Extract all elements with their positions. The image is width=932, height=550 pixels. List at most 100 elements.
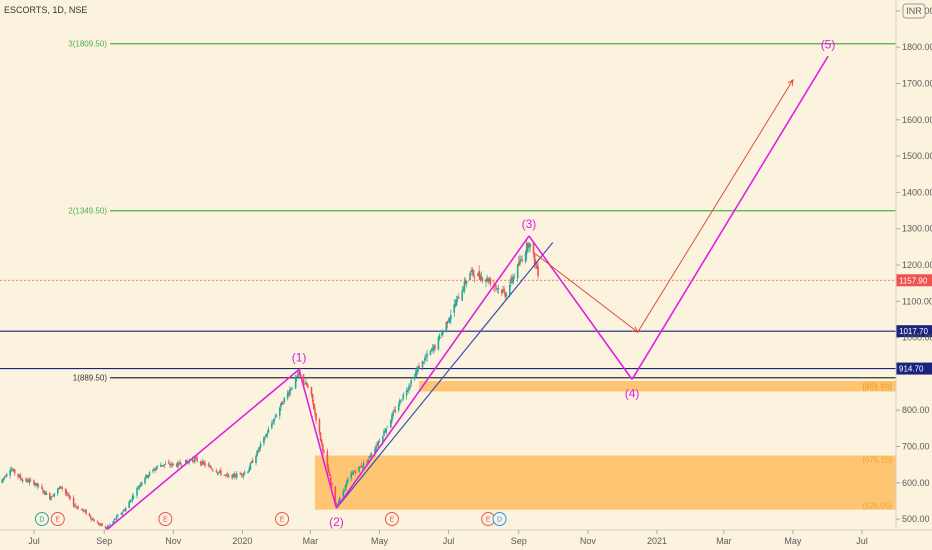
candle-body xyxy=(155,467,158,470)
candle-body xyxy=(352,472,355,474)
candle-body xyxy=(216,472,219,474)
candle-body xyxy=(263,437,265,444)
zone-top-label: (880.65) xyxy=(862,381,892,390)
candle-body xyxy=(121,512,124,515)
candle-body xyxy=(502,290,504,292)
candle-body xyxy=(350,473,352,479)
candle-body xyxy=(1,479,4,483)
candle-body xyxy=(318,419,321,433)
support-zone xyxy=(419,380,896,392)
candle-body xyxy=(401,399,403,401)
candle-body xyxy=(234,476,237,478)
fib-level-label: 2(1349.50) xyxy=(68,207,107,216)
event-marker xyxy=(158,512,173,526)
candle-body xyxy=(83,510,85,512)
candle-body xyxy=(240,473,243,476)
candle-body xyxy=(275,415,278,417)
candle-body xyxy=(138,485,141,488)
candle-body xyxy=(470,271,473,273)
zone-bottom-label: (526.05) xyxy=(862,502,892,511)
candle-body xyxy=(312,403,315,410)
candle-body xyxy=(448,317,451,323)
candle-body xyxy=(120,513,123,515)
y-tick-label: 1200.00 xyxy=(902,260,932,270)
candle-body xyxy=(421,360,424,368)
candle-body xyxy=(145,474,147,479)
horizontal-level-tag xyxy=(896,325,932,338)
fib-level-label: 3(1809.50) xyxy=(68,40,107,49)
candle-body xyxy=(496,288,499,290)
candle-body xyxy=(139,484,142,486)
candle-body xyxy=(469,272,471,281)
candle-body xyxy=(33,480,35,485)
candle-body xyxy=(391,414,393,422)
candle-body xyxy=(442,330,444,334)
candle-body xyxy=(358,466,360,472)
candle-body xyxy=(4,476,7,478)
y-tick-label: 500.00 xyxy=(902,514,930,524)
candle-body xyxy=(397,404,400,411)
candle-body xyxy=(479,275,482,281)
candle-body xyxy=(195,456,197,459)
candle-body xyxy=(273,418,275,423)
candle-body xyxy=(505,294,508,297)
candle-body xyxy=(445,321,448,331)
candle-body xyxy=(256,450,258,457)
candle-body xyxy=(154,468,156,471)
candle-body xyxy=(17,473,19,477)
candle-body xyxy=(434,345,436,349)
candle-body xyxy=(184,459,187,466)
candle-body xyxy=(457,297,460,299)
candle-body xyxy=(203,461,205,464)
candle-body xyxy=(9,470,11,476)
candle-body xyxy=(320,439,323,444)
x-tick-label: 2020 xyxy=(232,536,252,546)
trend-channel-line xyxy=(335,242,554,509)
candle-body xyxy=(303,383,306,385)
candle-body xyxy=(232,474,235,478)
candle-body xyxy=(337,501,340,505)
candle-body xyxy=(471,269,474,272)
candle-body xyxy=(377,441,380,446)
candle-body xyxy=(52,495,55,497)
candle-body xyxy=(384,431,386,433)
candle-body xyxy=(169,463,171,466)
candle-body xyxy=(461,291,463,301)
candle-body xyxy=(472,270,475,275)
x-tick-label: 2021 xyxy=(647,536,667,546)
candle-body xyxy=(148,472,151,476)
candle-body xyxy=(80,509,83,511)
candle-body xyxy=(374,449,376,454)
candle-body xyxy=(122,510,125,512)
projection-arrow-line xyxy=(637,79,794,333)
candle-body xyxy=(177,462,179,468)
x-tick-label: May xyxy=(784,536,802,546)
candle-body xyxy=(34,484,36,486)
candle-body xyxy=(280,402,282,408)
candle-body xyxy=(453,304,456,313)
candle-body xyxy=(67,494,69,496)
candle-body xyxy=(225,474,228,476)
candle-body xyxy=(10,469,13,472)
event-marker xyxy=(275,512,290,526)
currency-badge[interactable]: INR xyxy=(902,3,926,19)
y-tick-label: 1700.00 xyxy=(902,78,932,88)
candle-body xyxy=(257,450,260,452)
candle-body xyxy=(437,337,440,350)
candle-body xyxy=(212,470,214,472)
candle-body xyxy=(20,479,23,481)
candle-body xyxy=(431,348,434,351)
candle-body xyxy=(517,262,520,266)
y-tick-label: 1000.00 xyxy=(902,333,932,343)
candle-body xyxy=(370,454,373,456)
candle-body xyxy=(289,389,291,395)
candle-body xyxy=(429,351,432,355)
candle-body xyxy=(295,376,298,378)
candle-body xyxy=(223,475,226,476)
candle-body xyxy=(59,486,61,490)
candle-body xyxy=(107,525,110,528)
candle-body xyxy=(153,469,155,471)
candle-body xyxy=(44,491,47,495)
